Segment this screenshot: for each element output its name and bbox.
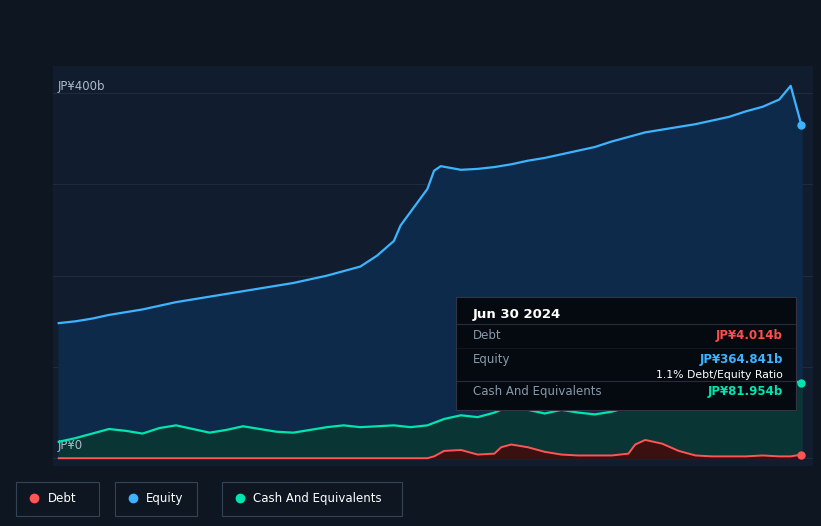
FancyBboxPatch shape xyxy=(16,482,99,516)
Text: Cash And Equivalents: Cash And Equivalents xyxy=(473,386,601,398)
Text: 1.1% Debt/Equity Ratio: 1.1% Debt/Equity Ratio xyxy=(656,370,782,380)
Text: JP¥4.014b: JP¥4.014b xyxy=(716,329,782,342)
Text: JP¥364.841b: JP¥364.841b xyxy=(699,352,782,366)
Text: JP¥0: JP¥0 xyxy=(57,439,82,451)
Text: JP¥400b: JP¥400b xyxy=(57,80,104,93)
Text: Jun 30 2024: Jun 30 2024 xyxy=(473,308,561,321)
Text: Equity: Equity xyxy=(146,492,184,505)
Text: Debt: Debt xyxy=(48,492,76,505)
FancyBboxPatch shape xyxy=(222,482,402,516)
Text: JP¥81.954b: JP¥81.954b xyxy=(708,386,782,398)
FancyBboxPatch shape xyxy=(115,482,197,516)
Text: Debt: Debt xyxy=(473,329,502,342)
Text: Cash And Equivalents: Cash And Equivalents xyxy=(253,492,382,505)
Text: Equity: Equity xyxy=(473,352,510,366)
